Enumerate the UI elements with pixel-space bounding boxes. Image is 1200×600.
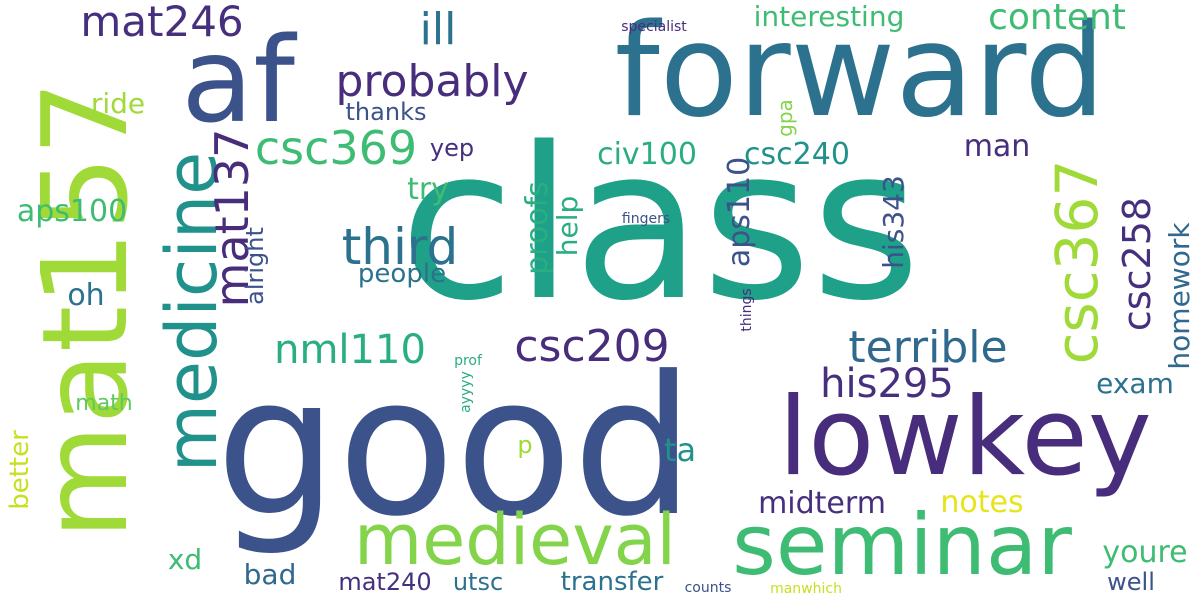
word-homework: homework [1163,222,1196,370]
word-third: third [341,218,459,276]
word-his295: his295 [820,361,954,407]
word-manwhich: manwhich [770,581,842,597]
word-csc240: csc240 [744,137,850,172]
word-better: better [5,430,35,510]
word-csc367: csc367 [1043,159,1111,365]
word-ride: ride [90,87,146,120]
word-counts: counts [684,580,732,596]
word-math: math [75,391,133,416]
word-p: p [517,431,533,459]
word-ill: ill [419,4,457,55]
word-notes: notes [940,485,1024,520]
word-thanks: thanks [345,98,427,126]
word-interesting: interesting [753,0,905,33]
word-seminar: seminar [732,496,1072,594]
word-content: content [988,0,1126,38]
word-prof: prof [454,353,482,369]
word-csc258: csc258 [1115,196,1159,332]
word-exam: exam [1096,367,1174,400]
word-fingers: fingers [621,211,671,227]
word-forward: forward [614,0,1106,146]
word-specialist: specialist [621,19,687,35]
word-xd: xd [167,543,203,576]
word-man: man [963,129,1031,164]
word-csc369: csc369 [254,121,418,175]
word-csc209: csc209 [514,321,670,372]
word-alright: alright [241,227,269,305]
word-transfer: transfer [560,567,664,597]
word-things: things [739,288,755,332]
word-help: help [551,195,584,257]
word-ta: ta [663,431,697,469]
word-gpa: gpa [773,99,797,137]
word-class: class [399,102,921,347]
word-aps110: aps110 [722,156,757,268]
word-terrible: terrible [848,322,1008,373]
word-medieval: medieval [354,499,676,581]
word-nml110: nml110 [274,327,426,373]
word-civ100: civ100 [597,137,697,172]
word-well: well [1107,568,1155,596]
word-af: af [181,11,295,149]
word-probably: probably [335,56,529,107]
word-youre: youre [1102,535,1188,570]
word-oh: oh [67,278,105,313]
word-good: good [215,336,695,559]
word-his343: his343 [877,175,910,269]
word-proofs: proofs [520,181,555,275]
word-utsc: utsc [452,568,504,596]
word-mat246: mat246 [80,0,244,46]
word-try: try [407,172,449,207]
word-aps100: aps100 [16,194,128,229]
word-mat240: mat240 [338,568,432,596]
word-lowkey: lowkey [778,375,1152,500]
word-people: people [357,259,447,289]
word-ayyyy: ayyyy [458,371,474,413]
word-bad: bad [243,558,297,591]
word-yep: yep [429,134,475,162]
word-midterm: midterm [758,486,886,521]
